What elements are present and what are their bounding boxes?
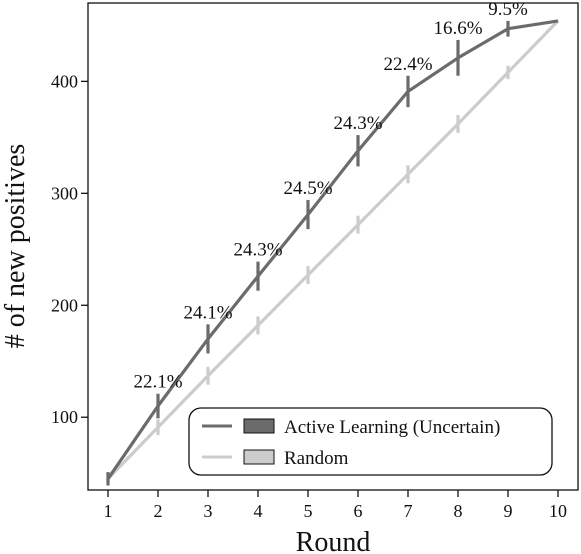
plot-frame — [87, 2, 579, 491]
x-tick-label: 7 — [404, 501, 413, 521]
y-tick-label: 300 — [51, 183, 78, 203]
data-label: 24.3% — [233, 240, 282, 261]
y-axis: 100 200 300 400 — [51, 71, 88, 427]
series-random — [106, 19, 560, 484]
data-label: 9.5% — [488, 0, 528, 20]
x-axis-title: Round — [296, 527, 371, 554]
x-tick-label: 3 — [204, 501, 213, 521]
legend-label-active: Active Learning (Uncertain) — [284, 417, 500, 438]
y-tick-label: 200 — [51, 295, 78, 315]
data-label: 24.3% — [333, 113, 382, 134]
series-layer — [106, 19, 560, 486]
x-tick-label: 5 — [304, 501, 313, 521]
legend-label-random: Random — [284, 448, 349, 469]
data-label: 24.5% — [283, 178, 332, 199]
x-tick-label: 2 — [154, 501, 163, 521]
series-active-learning — [106, 19, 559, 486]
x-tick-label: 6 — [354, 501, 363, 521]
x-tick-label: 4 — [254, 501, 263, 521]
legend-box — [188, 407, 553, 476]
y-tick-label: 100 — [51, 407, 78, 427]
data-label: 22.4% — [383, 54, 432, 75]
series-line — [106, 19, 560, 480]
legend-swatch-active — [243, 418, 275, 434]
x-tick-label: 9 — [504, 501, 513, 521]
y-axis-title: # of new positives — [0, 144, 31, 349]
data-label: 16.6% — [433, 18, 482, 39]
x-axis: 1 2 3 4 5 6 7 8 9 10 — [104, 490, 567, 521]
series-line — [106, 19, 559, 480]
x-tick-label: 8 — [454, 501, 463, 521]
data-label-layer: 22.1% 24.1% 24.3% 24.5% 24.3% 22.4%16.6% 9.5% — [133, 0, 528, 393]
y-tick-label: 400 — [51, 71, 78, 91]
data-label: 22.1% — [133, 372, 182, 393]
legend: Active Learning (Uncertain) Random — [188, 407, 553, 476]
data-label: 24.1% — [183, 302, 232, 323]
legend-swatch-random — [243, 449, 275, 465]
x-tick-label: 10 — [549, 501, 567, 521]
x-tick-label: 1 — [104, 501, 113, 521]
